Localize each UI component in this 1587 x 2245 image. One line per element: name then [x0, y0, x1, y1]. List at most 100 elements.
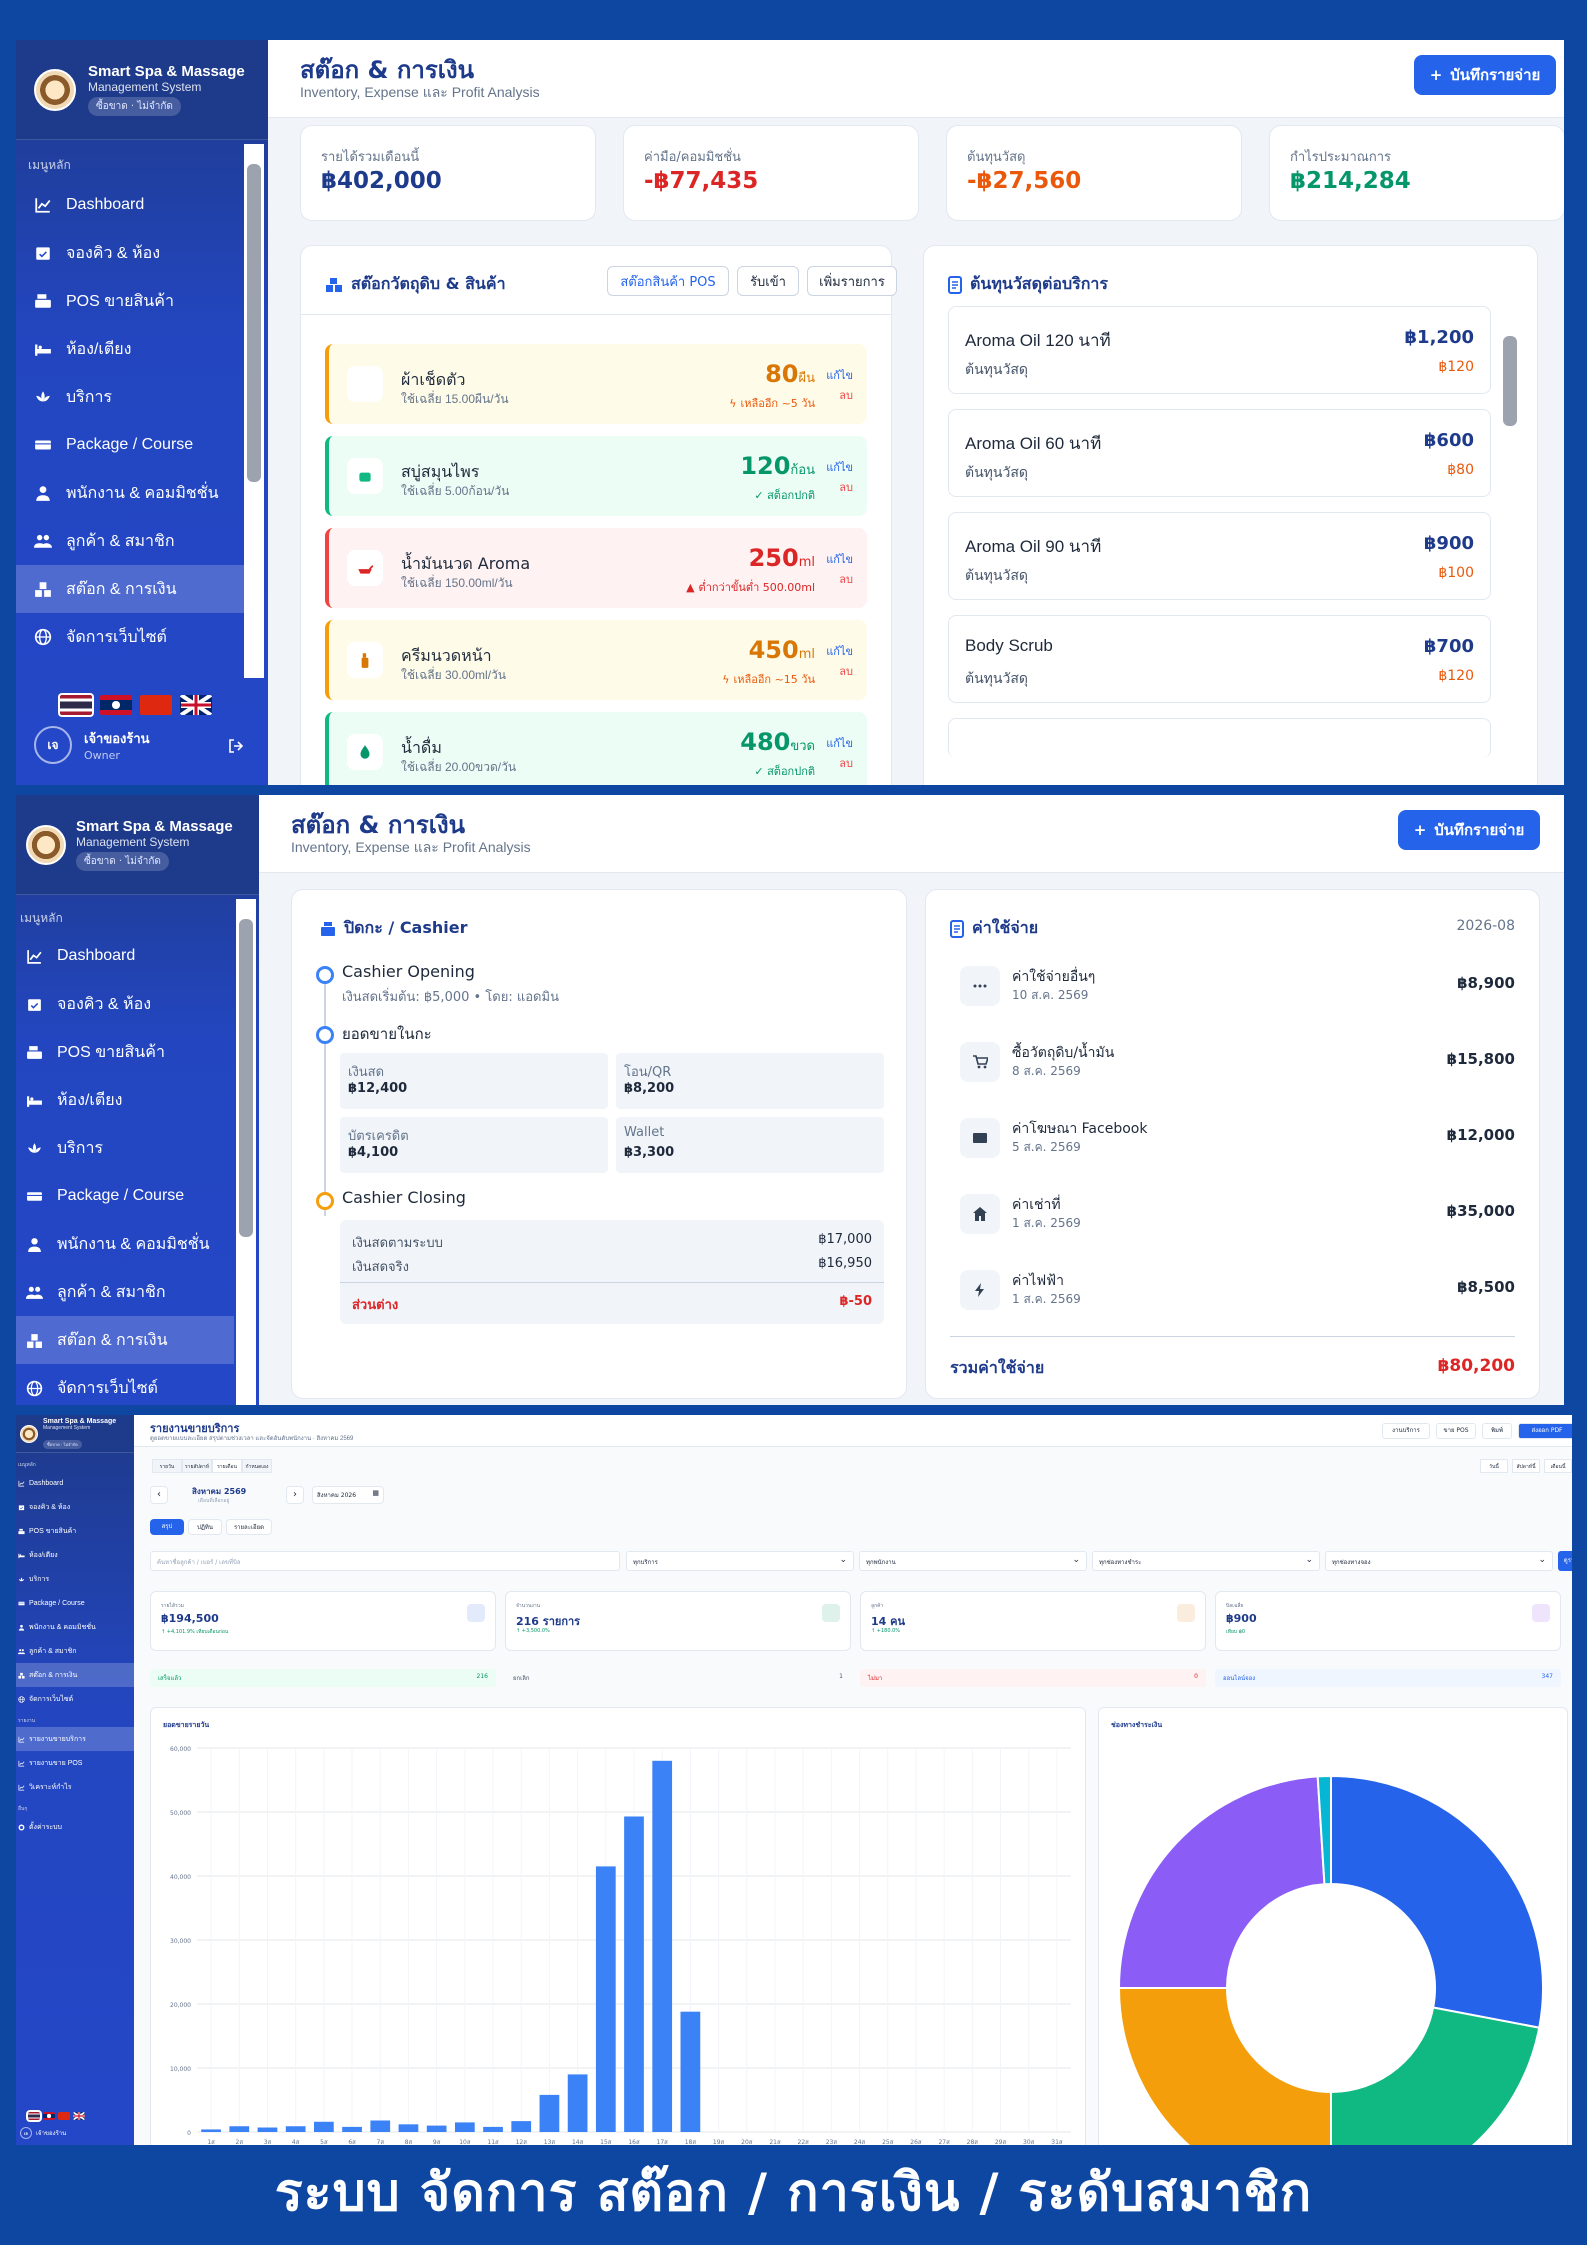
add-expense-button[interactable]: + บันทึกรายจ่าย: [1398, 810, 1540, 850]
sidebar-item-2[interactable]: POS ขายสินค้า: [16, 1028, 234, 1076]
sidebar-item-8[interactable]: สต๊อก & การเงิน: [16, 565, 244, 613]
sidebar-item-8[interactable]: สต๊อก & การเงิน: [16, 1663, 134, 1687]
filter-select-1[interactable]: ทุกพนักงาน ⌄: [859, 1551, 1087, 1571]
edit-link[interactable]: แก้ไข: [826, 461, 853, 474]
laos-flag-icon[interactable]: [100, 695, 132, 715]
sidebar-report-item-1[interactable]: รายงานขาย POS: [16, 1751, 134, 1775]
edit-link[interactable]: แก้ไข: [826, 645, 853, 658]
sidebar-item-0[interactable]: Dashboard: [16, 181, 244, 229]
period-tab-1[interactable]: รายสัปดาห์: [182, 1459, 212, 1473]
delete-link[interactable]: ลบ: [839, 665, 853, 678]
thai-flag-icon[interactable]: [26, 2110, 42, 2122]
receive-button[interactable]: รับเข้า: [737, 266, 799, 296]
sidebar-item-1[interactable]: จองคิว & ห้อง: [16, 1495, 134, 1519]
month-input[interactable]: สิงหาคม 2026 ▦: [312, 1486, 384, 1504]
period-tab-2[interactable]: รายเดือน: [212, 1459, 242, 1473]
cost-item[interactable]: Aroma Oil 120 นาที ฿1,200 ต้นทุนวัสดุ ฿120: [948, 306, 1491, 394]
sidebar-item-settings[interactable]: ตั้งค่าระบบ: [16, 1815, 134, 1839]
uk-flag-icon[interactable]: [180, 695, 212, 715]
uk-flag-icon[interactable]: [73, 2112, 85, 2120]
sidebar-item-7[interactable]: ลูกค้า & สมาชิก: [16, 1639, 134, 1663]
expense-item[interactable]: ซื้อวัตถุดิบ/น้ำมัน 8 ส.ค. 2569 ฿15,800: [950, 1032, 1515, 1096]
sidebar-item-0[interactable]: Dashboard: [16, 932, 234, 980]
range-tab-2[interactable]: เดือนนี้: [1544, 1459, 1572, 1473]
report-top-button-0[interactable]: งานบริการ: [1382, 1423, 1430, 1439]
scroll-thumb[interactable]: [247, 164, 261, 482]
sidebar-scrollbar[interactable]: [244, 144, 264, 678]
sidebar-item-3[interactable]: ห้อง/เตียง: [16, 1543, 134, 1567]
period-tab-3[interactable]: กำหนดเอง: [242, 1459, 272, 1473]
logout-icon[interactable]: [228, 738, 244, 754]
pos-stock-button[interactable]: สต๊อกสินค้า POS: [607, 266, 729, 296]
edit-link[interactable]: แก้ไข: [826, 553, 853, 566]
sidebar-item-6[interactable]: พนักงาน & คอมมิชชั่น: [16, 1220, 234, 1268]
laos-flag-icon[interactable]: [43, 2112, 55, 2120]
user-profile[interactable]: เจ เจ้าของร้าน: [20, 2127, 66, 2139]
range-tab-1[interactable]: สัปดาห์นี้: [1512, 1459, 1540, 1473]
expense-item[interactable]: ค่าไฟฟ้า 1 ส.ค. 2569 ฿8,500: [950, 1260, 1515, 1324]
search-input[interactable]: ค้นหาชื่อลูกค้า / เบอร์ / เลขที่บิล: [150, 1551, 620, 1571]
sidebar-item-9[interactable]: จัดการเว็บไซต์: [16, 1364, 234, 1405]
sidebar-item-9[interactable]: จัดการเว็บไซต์: [16, 1687, 134, 1711]
cost-item[interactable]: Body Scrub ฿700 ต้นทุนวัสดุ ฿120: [948, 615, 1491, 703]
filter-select-0[interactable]: ทุกบริการ ⌄: [626, 1551, 854, 1571]
expense-item[interactable]: ค่าโฆษณา Facebook 5 ส.ค. 2569 ฿12,000: [950, 1108, 1515, 1172]
cost-item[interactable]: Aroma Oil 90 นาที ฿900 ต้นทุนวัสดุ ฿100: [948, 512, 1491, 600]
china-flag-icon[interactable]: [58, 2112, 70, 2120]
sidebar-item-5[interactable]: Package / Course: [16, 1172, 234, 1220]
view-tab-1[interactable]: ปฏิทิน: [188, 1519, 222, 1535]
filter-button[interactable]: ดูรายงาน: [1558, 1551, 1572, 1571]
report-top-button-1[interactable]: ขาย POS: [1436, 1423, 1476, 1439]
sidebar-item-0[interactable]: Dashboard: [16, 1471, 134, 1495]
range-tab-0[interactable]: วันนี้: [1480, 1459, 1508, 1473]
scroll-thumb[interactable]: [239, 919, 253, 1237]
cost-scrollbar[interactable]: [1500, 316, 1520, 726]
sidebar-item-4[interactable]: บริการ: [16, 373, 244, 421]
view-tab-0[interactable]: สรุป: [150, 1519, 184, 1535]
delete-link[interactable]: ลบ: [839, 573, 853, 586]
delete-link[interactable]: ลบ: [839, 389, 853, 402]
view-tab-2[interactable]: รายละเอียด: [226, 1519, 272, 1535]
sidebar-item-7[interactable]: ลูกค้า & สมาชิก: [16, 517, 244, 565]
report-top-button-3[interactable]: ส่งออก PDF: [1518, 1423, 1572, 1439]
user-profile[interactable]: เจ เจ้าของร้าน Owner: [34, 726, 150, 764]
sidebar-scrollbar[interactable]: [236, 899, 256, 1405]
sidebar-item-4[interactable]: บริการ: [16, 1124, 234, 1172]
add-item-button[interactable]: เพิ่มรายการ: [807, 266, 897, 296]
sidebar-item-1[interactable]: จองคิว & ห้อง: [16, 980, 234, 1028]
sidebar-report-item-0[interactable]: รายงานขายบริการ: [16, 1727, 134, 1751]
expense-item[interactable]: ค่าใช้จ่ายอื่นๆ 10 ส.ค. 2569 ฿8,900: [950, 956, 1515, 1020]
period-tab-0[interactable]: รายวัน: [152, 1459, 182, 1473]
edit-link[interactable]: แก้ไข: [826, 737, 853, 750]
scroll-thumb[interactable]: [1503, 336, 1517, 426]
sidebar-item-8[interactable]: สต๊อก & การเงิน: [16, 1316, 234, 1364]
sidebar-item-9[interactable]: จัดการเว็บไซต์: [16, 613, 244, 661]
sidebar-item-3[interactable]: ห้อง/เตียง: [16, 325, 244, 373]
sidebar-report-item-2[interactable]: วิเคราะห์กำไร: [16, 1775, 134, 1799]
report-top-button-2[interactable]: พิมพ์: [1482, 1423, 1512, 1439]
expense-item[interactable]: ค่าเช่าที่ 1 ส.ค. 2569 ฿35,000: [950, 1184, 1515, 1248]
add-expense-button[interactable]: + บันทึกรายจ่าย: [1414, 55, 1556, 95]
next-month-icon[interactable]: ›: [286, 1486, 304, 1504]
sidebar-item-7[interactable]: ลูกค้า & สมาชิก: [16, 1268, 234, 1316]
delete-link[interactable]: ลบ: [839, 481, 853, 494]
filter-select-3[interactable]: ทุกช่องทางจอง ⌄: [1325, 1551, 1553, 1571]
cost-item[interactable]: Aroma Oil 60 นาที ฿600 ต้นทุนวัสดุ ฿80: [948, 409, 1491, 497]
delete-link[interactable]: ลบ: [839, 757, 853, 770]
filter-select-2[interactable]: ทุกช่องทางชำระ ⌄: [1092, 1551, 1320, 1571]
prev-month-icon[interactable]: ‹: [150, 1486, 168, 1504]
sidebar-item-6[interactable]: พนักงาน & คอมมิชชั่น: [16, 1615, 134, 1639]
edit-link[interactable]: แก้ไข: [826, 369, 853, 382]
ticket-icon: [34, 436, 52, 454]
sidebar-item-4[interactable]: บริการ: [16, 1567, 134, 1591]
sidebar-item-6[interactable]: พนักงาน & คอมมิชชั่น: [16, 469, 244, 517]
sidebar-item-2[interactable]: POS ขายสินค้า: [16, 1519, 134, 1543]
thai-flag-icon[interactable]: [58, 693, 94, 717]
cost-item-partial[interactable]: [948, 718, 1491, 758]
china-flag-icon[interactable]: [140, 695, 172, 715]
sidebar-item-1[interactable]: จองคิว & ห้อง: [16, 229, 244, 277]
sidebar-item-2[interactable]: POS ขายสินค้า: [16, 277, 244, 325]
sidebar-item-3[interactable]: ห้อง/เตียง: [16, 1076, 234, 1124]
sidebar-item-5[interactable]: Package / Course: [16, 421, 244, 469]
sidebar-item-5[interactable]: Package / Course: [16, 1591, 134, 1615]
